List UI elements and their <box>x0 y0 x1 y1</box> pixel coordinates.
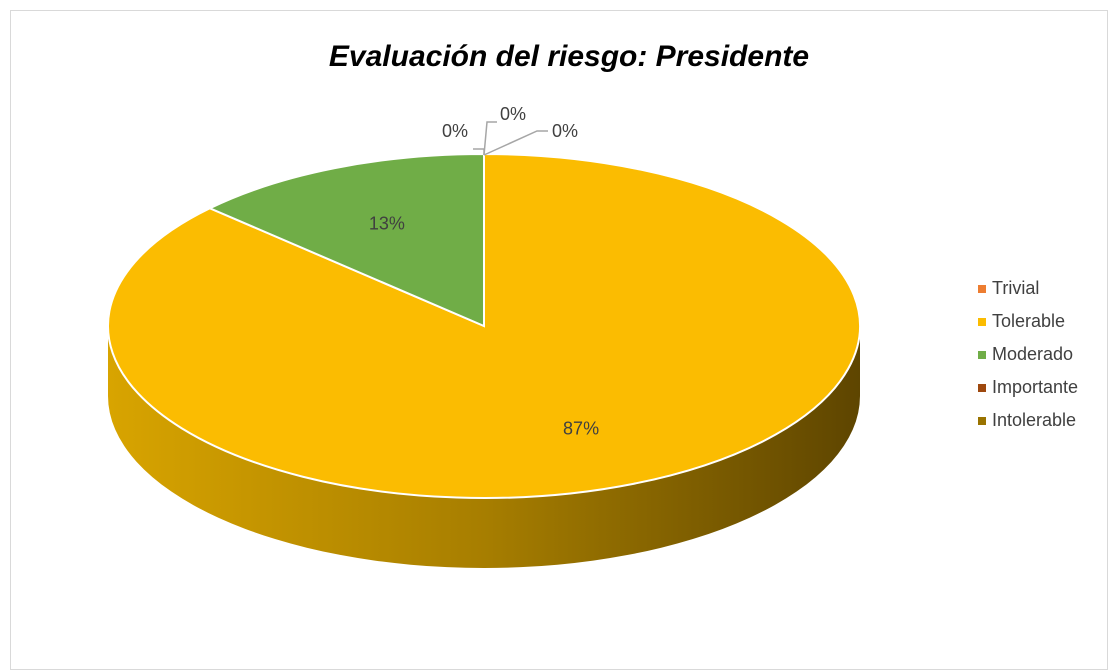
legend-swatch <box>978 317 986 326</box>
chart-title: Evaluación del riesgo: Presidente <box>329 40 809 73</box>
legend-item-tolerable: Tolerable <box>978 305 1118 338</box>
data-label-importante: 0% <box>500 104 526 124</box>
legend-item-intolerable: Intolerable <box>978 404 1118 437</box>
data-label-tolerable: 87% <box>563 419 599 439</box>
legend-swatch <box>978 383 986 392</box>
legend-label: Moderado <box>992 344 1074 364</box>
legend-label: Importante <box>992 377 1079 397</box>
legend-item-trivial: Trivial <box>978 272 1118 305</box>
leader-line-importante <box>483 121 497 156</box>
legend-item-moderado: Moderado <box>978 338 1118 371</box>
legend-swatch <box>978 284 986 293</box>
data-label-moderado: 13% <box>369 213 405 233</box>
legend-item-importante: Importante <box>978 371 1118 404</box>
legend-swatch <box>978 416 986 425</box>
pie-slice-moderado <box>207 152 485 328</box>
legend-swatch <box>978 350 986 359</box>
legend-label: Trivial <box>992 278 1040 298</box>
legend-label: Tolerable <box>992 311 1066 331</box>
data-label-trivial: 0% <box>442 121 468 141</box>
pie-side-wall <box>108 326 860 568</box>
data-label-intolerable: 0% <box>552 121 578 141</box>
leader-line-intolerable <box>483 130 548 156</box>
legend: Trivial Tolerable Moderado Importante Intole… <box>978 272 1118 437</box>
legend-label: Intolerable <box>992 410 1077 430</box>
